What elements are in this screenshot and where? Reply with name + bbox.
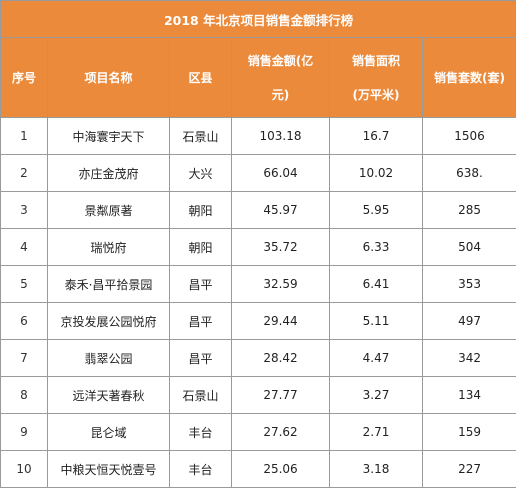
cell-rank: 5 <box>0 265 48 303</box>
table-row: 9 昆仑域 丰台 27.62 2.71 159 <box>0 413 516 451</box>
table-row: 4 瑞悦府 朝阳 35.72 6.33 504 <box>0 228 516 266</box>
cell-rank: 6 <box>0 302 48 340</box>
cell-units: 353 <box>421 265 516 303</box>
cell-amount: 27.77 <box>231 376 330 414</box>
table-title: 2018 年北京项目销售金额排行榜 <box>0 0 516 38</box>
table-row: 8 远洋天著春秋 石景山 27.77 3.27 134 <box>0 376 516 414</box>
cell-district: 石景山 <box>169 117 232 155</box>
header-row: 序号 项目名称 区县 销售金额(亿 元) 销售面积 (万平米) 销售套数(套) <box>0 37 516 118</box>
cell-area: 10.02 <box>329 154 423 192</box>
cell-district: 朝阳 <box>169 228 232 266</box>
header-area: 销售面积 (万平米) <box>329 37 423 118</box>
cell-amount: 103.18 <box>231 117 330 155</box>
cell-units: 227 <box>421 450 516 488</box>
table-row: 2 亦庄金茂府 大兴 66.04 10.02 638. <box>0 154 516 192</box>
cell-district: 昌平 <box>169 302 232 340</box>
cell-district: 朝阳 <box>169 191 232 229</box>
table-row: 10 中粮天恒天悦壹号 丰台 25.06 3.18 227 <box>0 450 516 488</box>
cell-project: 亦庄金茂府 <box>47 154 170 192</box>
table-title-row: 2018 年北京项目销售金额排行榜 <box>0 0 516 38</box>
cell-units: 504 <box>421 228 516 266</box>
cell-project: 中海寰宇天下 <box>47 117 170 155</box>
cell-district: 昌平 <box>169 265 232 303</box>
cell-amount: 29.44 <box>231 302 330 340</box>
cell-units: 342 <box>421 339 516 377</box>
table-row: 6 京投发展公园悦府 昌平 29.44 5.11 497 <box>0 302 516 340</box>
header-units: 销售套数(套) <box>421 37 516 118</box>
cell-area: 5.11 <box>329 302 423 340</box>
cell-rank: 1 <box>0 117 48 155</box>
header-amount: 销售金额(亿 元) <box>231 37 330 118</box>
cell-units: 1506 <box>421 117 516 155</box>
cell-units: 638. <box>421 154 516 192</box>
cell-project: 翡翠公园 <box>47 339 170 377</box>
cell-units: 285 <box>421 191 516 229</box>
header-amount-line1: 销售金额(亿 <box>247 53 314 68</box>
cell-area: 6.33 <box>329 228 423 266</box>
cell-rank: 7 <box>0 339 48 377</box>
cell-amount: 25.06 <box>231 450 330 488</box>
header-area-line2: (万平米) <box>352 87 400 102</box>
cell-amount: 66.04 <box>231 154 330 192</box>
header-project: 项目名称 <box>47 37 170 118</box>
cell-district: 大兴 <box>169 154 232 192</box>
header-area-line1: 销售面积 <box>351 53 400 68</box>
cell-amount: 27.62 <box>231 413 330 451</box>
cell-project: 远洋天著春秋 <box>47 376 170 414</box>
header-rank: 序号 <box>0 37 48 118</box>
cell-district: 丰台 <box>169 413 232 451</box>
cell-amount: 28.42 <box>231 339 330 377</box>
cell-units: 134 <box>421 376 516 414</box>
table-row: 5 泰禾·昌平拾景园 昌平 32.59 6.41 353 <box>0 265 516 303</box>
cell-area: 3.27 <box>329 376 423 414</box>
cell-project: 瑞悦府 <box>47 228 170 266</box>
table-row: 3 景粼原著 朝阳 45.97 5.95 285 <box>0 191 516 229</box>
cell-area: 3.18 <box>329 450 423 488</box>
cell-district: 昌平 <box>169 339 232 377</box>
cell-area: 4.47 <box>329 339 423 377</box>
cell-rank: 4 <box>0 228 48 266</box>
cell-project: 景粼原著 <box>47 191 170 229</box>
cell-project: 中粮天恒天悦壹号 <box>47 450 170 488</box>
cell-amount: 32.59 <box>231 265 330 303</box>
cell-amount: 45.97 <box>231 191 330 229</box>
cell-district: 丰台 <box>169 450 232 488</box>
table-row: 7 翡翠公园 昌平 28.42 4.47 342 <box>0 339 516 377</box>
cell-units: 159 <box>421 413 516 451</box>
cell-area: 16.7 <box>329 117 423 155</box>
cell-amount: 35.72 <box>231 228 330 266</box>
cell-rank: 8 <box>0 376 48 414</box>
cell-rank: 9 <box>0 413 48 451</box>
table-row: 1 中海寰宇天下 石景山 103.18 16.7 1506 <box>0 117 516 155</box>
cell-district: 石景山 <box>169 376 232 414</box>
header-amount-line2: 元) <box>271 87 290 102</box>
cell-area: 2.71 <box>329 413 423 451</box>
cell-rank: 3 <box>0 191 48 229</box>
cell-area: 5.95 <box>329 191 423 229</box>
cell-units: 497 <box>421 302 516 340</box>
header-district: 区县 <box>169 37 232 118</box>
cell-project: 泰禾·昌平拾景园 <box>47 265 170 303</box>
cell-rank: 2 <box>0 154 48 192</box>
cell-area: 6.41 <box>329 265 423 303</box>
cell-project: 京投发展公园悦府 <box>47 302 170 340</box>
cell-rank: 10 <box>0 450 48 488</box>
cell-project: 昆仑域 <box>47 413 170 451</box>
